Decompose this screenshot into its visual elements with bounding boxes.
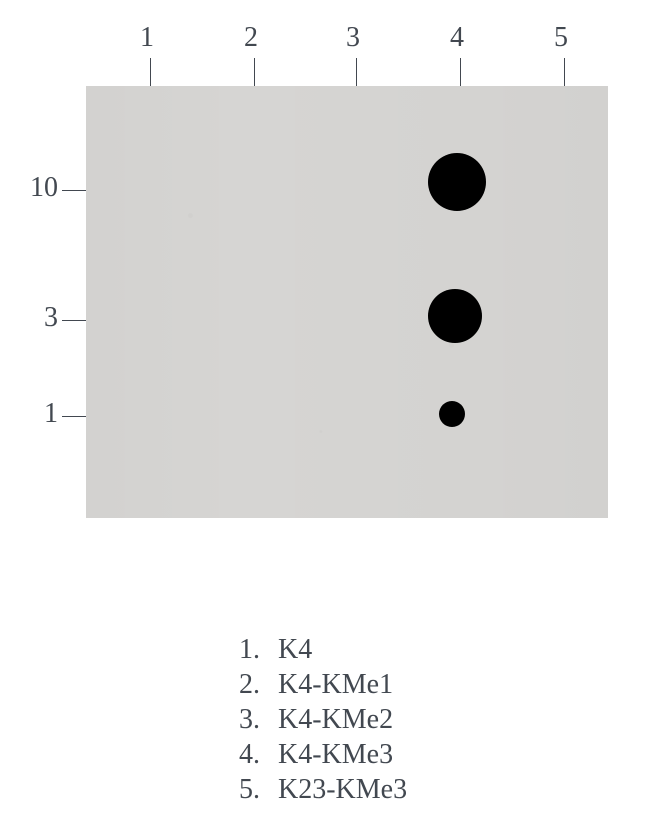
legend-item-text: K4-KMe1 <box>278 667 393 702</box>
dot-col4-row1 <box>439 401 465 427</box>
row-label-3: 3 <box>44 302 58 334</box>
legend-item-4: 4. K4-KMe3 <box>224 737 407 772</box>
legend-item-text: K4-KMe2 <box>278 702 393 737</box>
legend-item-text: K4-KMe3 <box>278 737 393 772</box>
column-label-3: 3 <box>346 22 360 54</box>
column-label-5: 5 <box>554 22 568 54</box>
row-label-1: 1 <box>44 398 58 430</box>
column-tick-2 <box>254 58 255 86</box>
legend-item-3: 3. K4-KMe2 <box>224 702 407 737</box>
blot-membrane <box>86 86 608 518</box>
row-tick-10 <box>62 190 86 191</box>
blot-noise <box>86 86 608 518</box>
legend-item-number: 4. <box>224 737 260 772</box>
column-label-2: 2 <box>244 22 258 54</box>
row-label-10: 10 <box>30 172 58 204</box>
legend-item-text: K23-KMe3 <box>278 772 407 807</box>
legend-item-number: 3. <box>224 702 260 737</box>
row-tick-1 <box>62 416 86 417</box>
legend-item-5: 5. K23-KMe3 <box>224 772 407 807</box>
legend-item-1: 1. K4 <box>224 632 407 667</box>
column-tick-4 <box>460 58 461 86</box>
column-tick-5 <box>564 58 565 86</box>
dot-col4-row10 <box>428 153 486 211</box>
legend: 1. K42. K4-KMe13. K4-KMe24. K4-KMe35. K2… <box>224 632 407 807</box>
dot-blot-figure: 12345 1031 1. K42. K4-KMe13. K4-KMe24. K… <box>0 0 650 840</box>
column-tick-1 <box>150 58 151 86</box>
column-label-1: 1 <box>140 22 154 54</box>
dot-col4-row3 <box>428 289 482 343</box>
row-tick-3 <box>62 320 86 321</box>
legend-item-number: 1. <box>224 632 260 667</box>
legend-item-number: 5. <box>224 772 260 807</box>
column-label-4: 4 <box>450 22 464 54</box>
legend-item-2: 2. K4-KMe1 <box>224 667 407 702</box>
legend-item-number: 2. <box>224 667 260 702</box>
column-tick-3 <box>356 58 357 86</box>
legend-item-text: K4 <box>278 632 312 667</box>
